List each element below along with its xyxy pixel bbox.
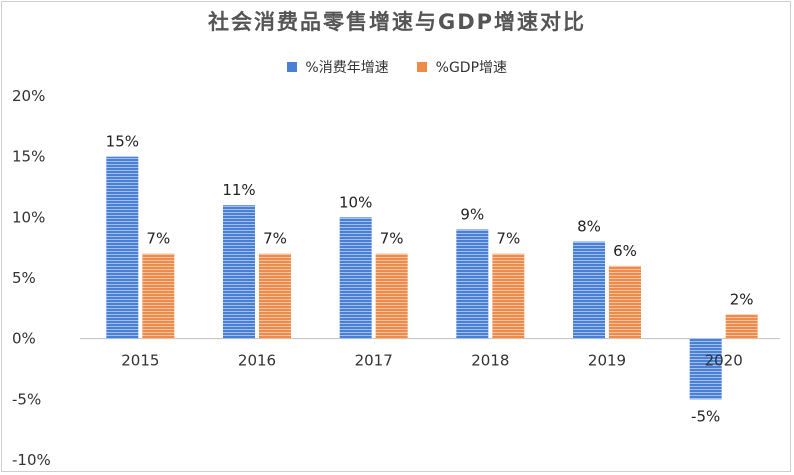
bar-gdp xyxy=(725,314,758,339)
bar-consumption xyxy=(456,229,489,339)
bar-consumption xyxy=(223,205,255,339)
x-tick-label: 2020 xyxy=(705,352,743,370)
legend-swatch-consumption xyxy=(286,62,297,72)
legend-label-consumption: %消费年增速 xyxy=(305,60,389,76)
data-label: 6% xyxy=(613,242,637,260)
data-label: 9% xyxy=(460,205,484,223)
x-tick-label: 2017 xyxy=(355,352,393,370)
x-tick-label: 2018 xyxy=(471,352,509,370)
chart-legend: %消费年增速 %GDP增速 xyxy=(0,57,794,77)
legend-label-gdp: %GDP增速 xyxy=(435,60,508,76)
y-tick-label: -5% xyxy=(12,390,41,408)
data-label: -5% xyxy=(691,407,720,425)
legend-swatch-gdp xyxy=(417,62,428,72)
x-tick-label: 2016 xyxy=(238,352,276,370)
x-tick-label: 2015 xyxy=(121,352,159,370)
legend-item-consumption: %消费年增速 xyxy=(286,57,389,77)
data-label: 2% xyxy=(730,290,754,308)
bar-consumption xyxy=(106,156,139,339)
x-tick-label: 2019 xyxy=(588,352,626,370)
y-tick-label: 0% xyxy=(12,330,36,348)
data-label: 8% xyxy=(577,218,601,236)
legend-item-gdp: %GDP增速 xyxy=(417,57,507,77)
bar-gdp xyxy=(142,253,175,339)
data-label: 7% xyxy=(146,230,170,248)
y-tick-label: 10% xyxy=(12,208,45,226)
data-label: 15% xyxy=(106,133,139,151)
y-tick-label: -10% xyxy=(12,451,51,469)
bar-consumption xyxy=(689,338,722,400)
bar-gdp xyxy=(259,253,291,339)
bar-gdp xyxy=(375,253,408,339)
bar-consumption xyxy=(339,217,372,339)
y-tick-label: 20% xyxy=(12,87,45,105)
chart-title: 社会消费品零售增速与GDP增速对比 xyxy=(207,10,587,34)
data-label: 7% xyxy=(263,230,287,248)
bar-consumption xyxy=(573,241,605,339)
bar-gdp xyxy=(492,253,525,339)
data-label: 7% xyxy=(380,230,404,248)
y-tick-label: 5% xyxy=(12,269,36,287)
data-label: 10% xyxy=(339,193,372,211)
y-tick-label: 15% xyxy=(12,148,45,166)
data-label: 7% xyxy=(496,230,520,248)
data-label: 11% xyxy=(222,181,255,199)
bar-gdp xyxy=(609,265,641,339)
